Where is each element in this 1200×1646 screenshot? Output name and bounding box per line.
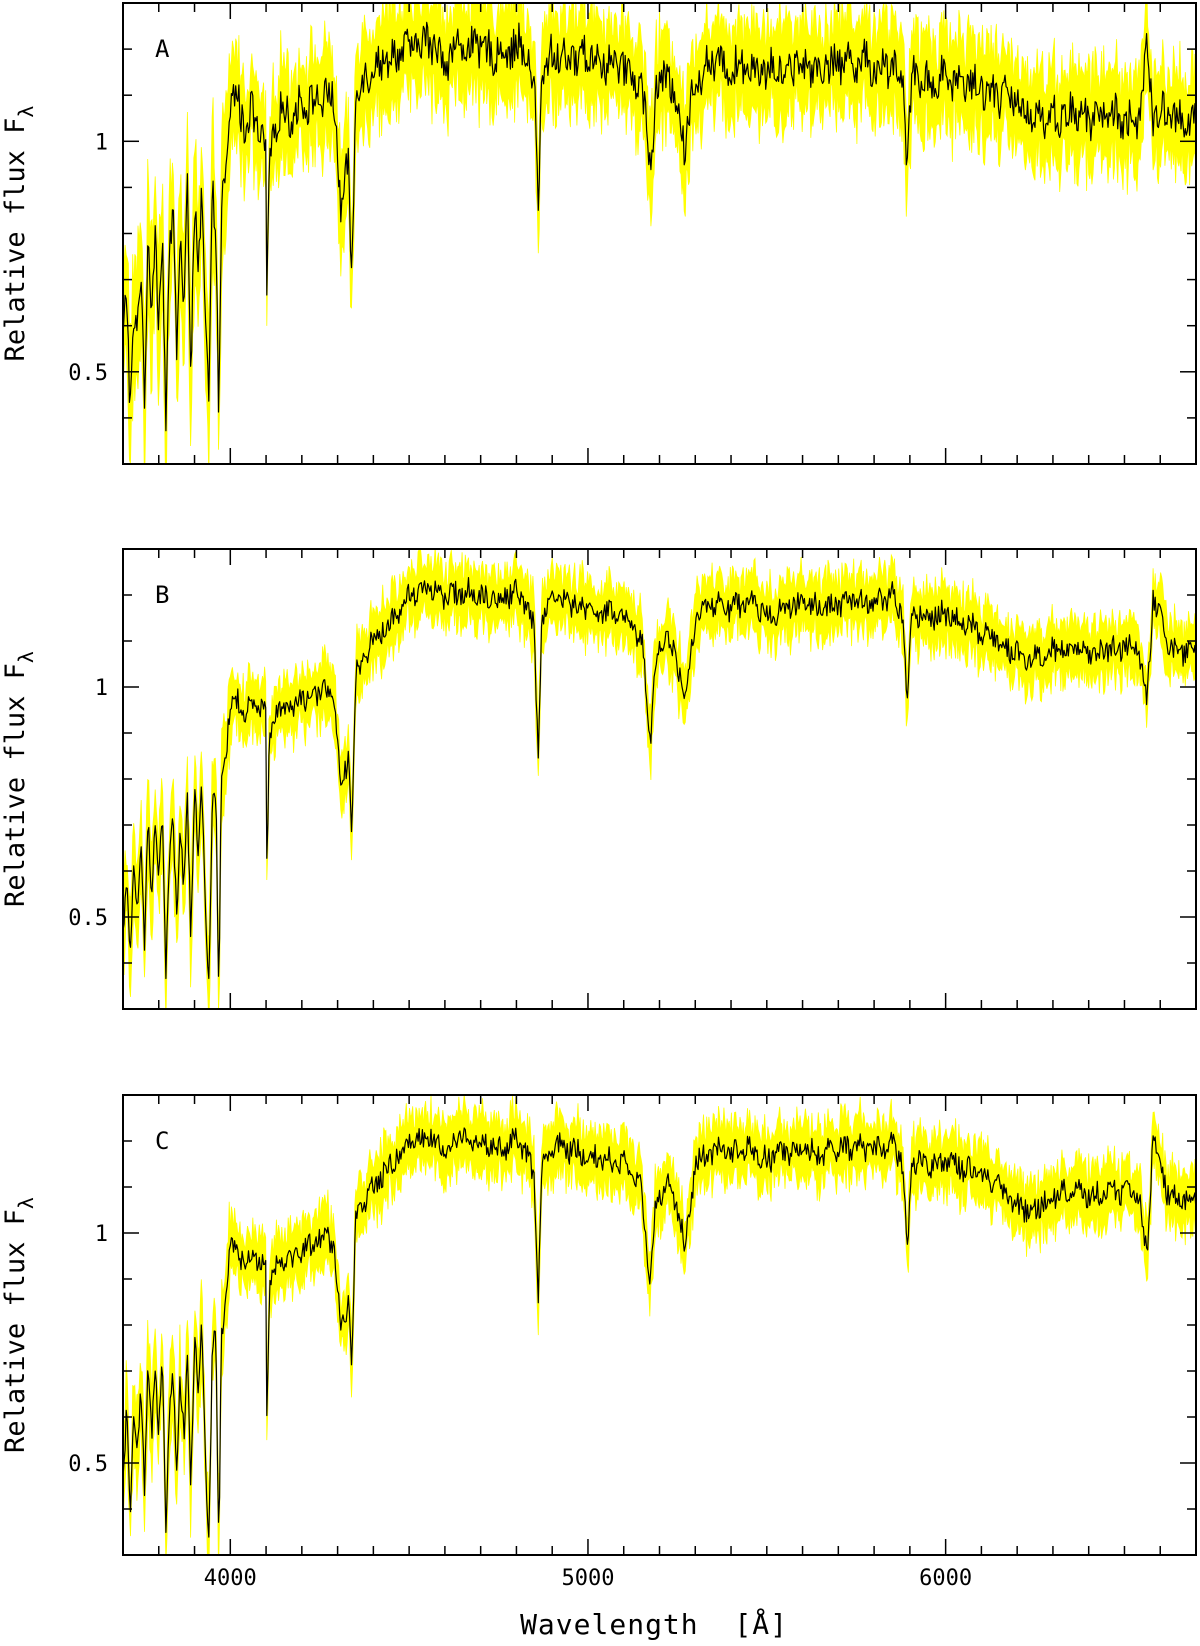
- y-tick-label: 0.5: [68, 361, 108, 386]
- plot-area: [123, 3, 1196, 464]
- panel-b: 0.5 1 B Relative flux Fλ: [0, 548, 1197, 1010]
- plot-area: [123, 549, 1196, 1009]
- y-tick-label: 0.5: [68, 906, 108, 931]
- plot-area: [123, 1095, 1196, 1555]
- y-tick-label: 1: [95, 1222, 108, 1247]
- y-axis-label: Relative flux Fλ: [0, 1197, 38, 1453]
- x-tick-label: 6000: [919, 1566, 972, 1591]
- x-tick-label: 4000: [204, 1566, 257, 1591]
- spectrum-line: [123, 1127, 1196, 1538]
- y-tick-label: 0.5: [68, 1452, 108, 1477]
- panel-c: 0.5 1 4000 5000 6000 C Relative flux Fλ: [0, 1094, 1197, 1591]
- y-tick-label: 1: [95, 130, 108, 155]
- plot-frame: [122, 1094, 1197, 1556]
- error-band: [123, 1095, 1196, 1555]
- panel-a: 0.5 1 A Relative flux Fλ: [0, 2, 1197, 465]
- error-band: [123, 549, 1196, 1009]
- y-axis-label-subscript: λ: [14, 106, 38, 118]
- y-tick-label: 1: [95, 676, 108, 701]
- spectrum-line: [123, 577, 1196, 980]
- panel-letter: C: [155, 1127, 169, 1155]
- panel-letter: B: [155, 581, 169, 609]
- panel-letter: A: [155, 35, 170, 63]
- y-axis-label-subscript: λ: [14, 651, 38, 663]
- y-axis-label: Relative flux Fλ: [0, 651, 38, 907]
- x-tick-label: 5000: [561, 1566, 614, 1591]
- spectrum-line: [123, 21, 1196, 432]
- plot-frame: [122, 548, 1197, 1010]
- y-axis-label: Relative flux Fλ: [0, 106, 38, 362]
- y-axis-label-subscript: λ: [14, 1197, 38, 1209]
- error-band: [123, 3, 1196, 464]
- x-axis-label: Wavelength [Å]: [520, 1607, 788, 1641]
